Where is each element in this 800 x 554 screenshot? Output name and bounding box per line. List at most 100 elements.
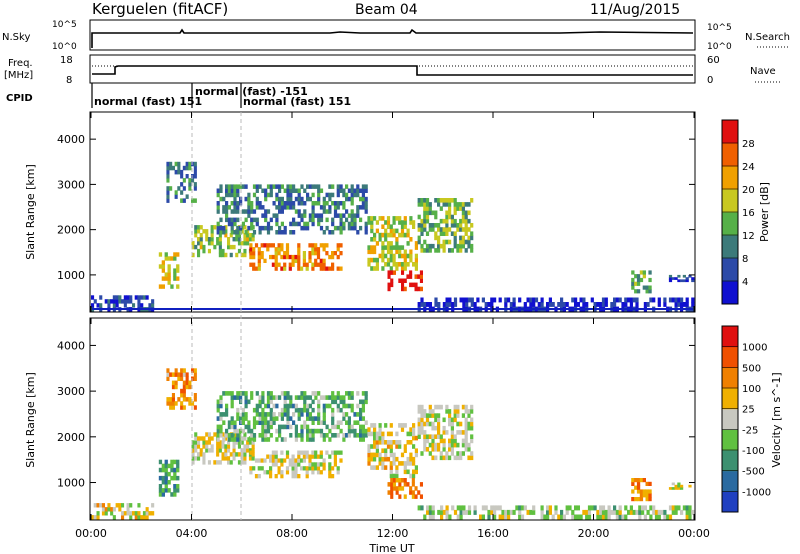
power-cell: [417, 235, 421, 241]
velocity-cell: [336, 403, 340, 409]
velocity-cell: [392, 486, 396, 491]
power-cell: [336, 205, 340, 210]
power-cell: [218, 241, 222, 246]
power-cell: [317, 213, 321, 218]
power-cell: [403, 216, 407, 221]
power-cell: [266, 247, 270, 252]
power-cell: [484, 302, 488, 307]
velocity-cell: [193, 368, 197, 373]
velocity-cell: [286, 391, 290, 396]
power-cell: [445, 210, 449, 216]
power-cell: [197, 225, 201, 230]
power-cell: [350, 188, 354, 193]
velocity-cell: [161, 467, 165, 473]
power-cell: [266, 184, 271, 189]
power-cell: [450, 198, 454, 203]
velocity-cell: [297, 474, 301, 479]
velocity-cell: [232, 432, 236, 437]
velocity-cell: [509, 509, 513, 515]
power-cell: [233, 209, 237, 214]
power-cell: [297, 243, 301, 248]
velocity-cell: [554, 509, 558, 515]
velocity-cell: [252, 433, 257, 438]
cpid-segment-3: normal (fast) 151: [243, 95, 351, 108]
power-cell: [322, 209, 326, 214]
velocity-cell: [467, 442, 471, 448]
power-cell: [347, 213, 351, 218]
velocity-cell: [230, 395, 234, 400]
power-cell: [233, 188, 237, 193]
velocity-cell: [453, 509, 458, 515]
power-cell: [356, 205, 360, 210]
velocity-cell: [459, 430, 463, 435]
velocity-cell: [604, 509, 608, 515]
velocity-cell: [373, 465, 377, 470]
velocity-cell: [171, 405, 175, 410]
velocity-cell: [450, 447, 454, 452]
power-cell: [417, 274, 421, 279]
power-cell: [292, 230, 296, 235]
power-cell: [246, 241, 250, 246]
velocity-cell: [384, 448, 388, 453]
power-cell: [448, 248, 452, 253]
velocity-cell: [384, 465, 388, 470]
power-cell: [453, 231, 457, 236]
power-cell: [328, 196, 332, 202]
velocity-cell: [258, 412, 262, 417]
power-cell: [199, 237, 203, 242]
power-cell: [274, 247, 278, 252]
velocity-cell: [243, 448, 247, 453]
velocity-cell: [216, 416, 220, 421]
velocity-cell: [428, 421, 432, 427]
power-cell: [409, 216, 413, 221]
power-cell: [246, 233, 250, 238]
power-cell: [308, 196, 312, 202]
velocity-cell: [317, 403, 321, 409]
sky-right-label: N.Search: [745, 32, 790, 43]
power-cell: [361, 184, 365, 189]
velocity-cell: [417, 430, 421, 435]
velocity-cell: [461, 413, 465, 418]
velocity-cell: [294, 433, 298, 438]
velocity-cell: [283, 391, 287, 396]
power-cell: [359, 225, 363, 231]
velocity-cell: [191, 368, 195, 373]
velocity-cell: [459, 505, 463, 511]
velocity-cell: [158, 475, 163, 481]
velocity-cell: [593, 505, 597, 511]
power-cell: [448, 206, 452, 211]
velocity-cell: [271, 450, 275, 455]
power-cell: [353, 221, 357, 227]
power-cell: [306, 221, 310, 227]
velocity-cell: [389, 444, 393, 449]
velocity-cell: [158, 484, 163, 489]
velocity-cell: [456, 409, 460, 414]
velocity-cell: [247, 424, 251, 430]
power-cell: [610, 302, 614, 307]
velocity-cell: [551, 514, 555, 520]
velocity-cell: [236, 428, 240, 434]
power-cell: [294, 196, 298, 202]
velocity-cell: [207, 432, 211, 437]
power-cell: [635, 297, 639, 303]
velocity-cell: [294, 458, 298, 463]
power-cell: [261, 213, 265, 218]
velocity-cell: [278, 424, 282, 430]
velocity-cell: [311, 420, 315, 425]
velocity-cell: [251, 440, 255, 445]
power-cell: [247, 196, 251, 202]
velocity-cell: [305, 450, 309, 455]
velocity-cell: [442, 442, 446, 448]
velocity-cell: [255, 407, 259, 413]
velocity-cell: [145, 507, 149, 512]
velocity-cell: [311, 391, 315, 396]
power-cell: [627, 297, 631, 303]
power-cell: [445, 198, 449, 203]
power-cell: [481, 297, 485, 303]
velocity-cell: [493, 505, 497, 511]
time-tick-label: 08:00: [276, 527, 308, 540]
power-cell: [266, 230, 271, 235]
power-cell: [317, 192, 321, 198]
power-cell: [311, 184, 315, 189]
power-cell: [99, 295, 103, 300]
